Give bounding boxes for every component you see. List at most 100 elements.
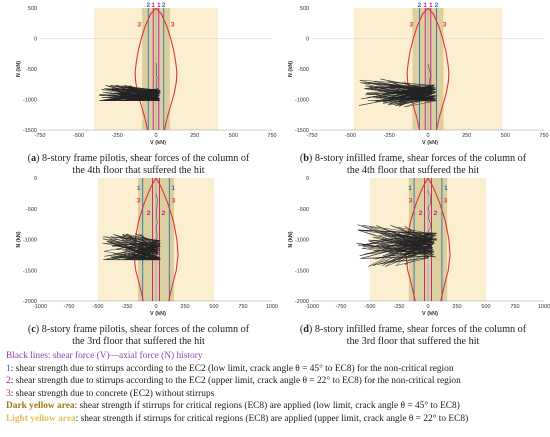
panel-b-curve-label-right: 3: [443, 21, 447, 28]
panel-b-y-tick-label: -500: [298, 67, 309, 73]
panel-a-curve-label-left: 3: [138, 21, 142, 28]
panel-c-x-tick-label: 1000: [266, 304, 278, 310]
panel-a-x-tick-label: 750: [267, 133, 276, 139]
panel-c-x-tick-label: -500: [92, 304, 103, 310]
panel-c-concrete-strength-curve-left: [133, 177, 157, 302]
panel-d-curve-label-right: 3: [444, 198, 448, 205]
panel-a-y-tick-label: 500: [28, 6, 37, 12]
panel-d-x-tick-label: -1000: [305, 304, 319, 310]
panel-b-x-tick-label: -500: [345, 133, 356, 139]
panel-a-strength-label-2: 2: [162, 2, 166, 9]
panel-c-x-tick-label: -750: [63, 304, 74, 310]
panel-b-x-axis-label: V (kN): [422, 140, 438, 146]
panel-c-strength-label-1: 1: [137, 185, 141, 192]
panel-a-y-axis-label: N (kN): [16, 61, 22, 77]
panel-c-x-tick-label: 0: [154, 304, 157, 310]
panel-a-y-tick-label: 0: [34, 37, 37, 43]
panel-c-x-tick-label: -250: [121, 304, 132, 310]
legend-line-3: 3: shear strength due to concrete (EC2) …: [6, 388, 215, 399]
panel-c-strength-label-2: 2: [147, 210, 151, 217]
caption-d: (d) 8-story infilled frame, shear forces…: [299, 324, 527, 347]
panel-d-y-tick-label: -1500: [295, 268, 309, 274]
panel-a-x-tick-label: -750: [34, 133, 45, 139]
panel-d-x-tick-label: 0: [426, 304, 429, 310]
panel-a-strength-label-2: 2: [146, 2, 150, 9]
panel-d-x-tick-label: -250: [393, 304, 404, 310]
panel-c-x-tick-label: 500: [209, 304, 218, 310]
panel-d-x-tick-label: -750: [335, 304, 346, 310]
legend-line-2: 2: shear strength due to stirrups accord…: [6, 376, 461, 387]
panel-b-x-tick-label: -750: [306, 133, 317, 139]
panel-b-curve-label-left: 3: [410, 21, 414, 28]
panel-d-y-tick-label: -500: [298, 207, 309, 213]
panel-a-concrete-strength-curve-left: [134, 7, 157, 131]
panel-d-x-tick-label: 750: [510, 304, 519, 310]
panel-a-concrete-strength-curve-right: [155, 7, 178, 131]
panel-b-strength-label-2: 2: [435, 2, 439, 9]
panel-c-x-tick-label: -1000: [33, 304, 47, 310]
panel-a-curve-label-right: 3: [171, 21, 175, 28]
legend-dark-area: Dark yellow area: shear strength if stir…: [6, 401, 460, 412]
panel-d-strength-label-2: 2: [419, 210, 423, 217]
panel-a-x-axis-label: V (kN): [150, 140, 166, 146]
panel-b-y-tick-label: 0: [306, 37, 309, 43]
panel-b-x-tick-label: -250: [384, 133, 395, 139]
caption-b: (b) 8-story infilled frame, shear forces…: [299, 153, 527, 176]
panel-d-x-tick-label: -500: [364, 304, 375, 310]
panel-a-x-tick-label: 0: [154, 133, 157, 139]
panel-b-vn-history: [358, 63, 438, 108]
panel-b-y-tick-label: 500: [300, 6, 309, 12]
legend-light-area: Light yellow area: shear strength if sti…: [6, 413, 469, 424]
panel-c-curve-label-right: 3: [172, 198, 176, 205]
panel-c-strength-label-1: 1: [172, 185, 176, 192]
panel-c-y-tick-label: -1500: [23, 268, 37, 274]
panel-a-y-tick-label: -500: [26, 67, 37, 73]
panel-d-strength-label-1: 1: [444, 185, 448, 192]
panel-b-concrete-strength-curve-left: [406, 7, 429, 131]
legend-line-1: 1: shear strength due to stirrups accord…: [6, 363, 454, 374]
panel-c-y-tick-label: -2000: [23, 299, 37, 305]
panel-a-x-tick-label: 500: [229, 133, 238, 139]
panel-a-vn-history: [98, 62, 161, 101]
panel-d-curve-label-left: 3: [409, 198, 413, 205]
panel-d-y-tick-label: -1000: [295, 238, 309, 244]
panel-a-strength-label-1: 1: [151, 2, 155, 9]
panel-b-x-tick-label: 0: [426, 133, 429, 139]
panel-a-strength-label-1: 1: [157, 2, 161, 9]
panel-a-x-tick-label: -250: [112, 133, 123, 139]
panel-d-x-tick-label: 1000: [538, 304, 550, 310]
panel-c-x-tick-label: 250: [180, 304, 189, 310]
panel-b-y-axis-label: N (kN): [288, 61, 294, 77]
panel-b-strength-label-1: 1: [423, 2, 427, 9]
panel-c-x-tick-label: 750: [238, 304, 247, 310]
panel-d-y-tick-label: -2000: [295, 299, 309, 305]
panel-d-strength-label-2: 2: [434, 210, 438, 217]
panel-c-strength-label-2: 2: [162, 210, 166, 217]
panel-a-y-tick-label: -1000: [23, 98, 37, 104]
legend-black-lines: Black lines: shear force (V)—axial force…: [6, 351, 203, 361]
panel-d-strength-label-1: 1: [408, 185, 412, 192]
panel-d-x-tick-label: 500: [481, 304, 490, 310]
panel-b-strength-label-1: 1: [429, 2, 433, 9]
panel-a-y-tick-label: -1500: [23, 128, 37, 134]
panel-b-x-tick-label: 500: [501, 133, 510, 139]
panel-b-y-tick-label: -1500: [295, 128, 309, 134]
panel-d-x-axis-label: V (kN): [422, 311, 438, 317]
panel-d-x-tick-label: 250: [452, 304, 461, 310]
panel-a-x-tick-label: -500: [73, 133, 84, 139]
panel-c-y-tick-label: 0: [34, 176, 37, 182]
panel-d-y-tick-label: 0: [306, 176, 309, 182]
panel-a-x-tick-label: 250: [190, 133, 199, 139]
caption-c: (c) 8-story frame pilotis, shear forces …: [27, 324, 250, 347]
panel-c-x-axis-label: V (kN): [150, 311, 166, 317]
panel-c-y-axis-label: N (kN): [16, 231, 22, 247]
panel-c-y-tick-label: -500: [26, 207, 37, 213]
figure-legend: Black lines: shear force (V)—axial force…: [6, 350, 550, 426]
panel-b-y-tick-label: -1000: [295, 98, 309, 104]
panel-b-x-tick-label: 750: [539, 133, 548, 139]
panel-b-concrete-strength-curve-right: [427, 7, 450, 131]
panel-d-vn-history: [356, 190, 438, 267]
caption-a: (a) 8-story frame pilotis, shear forces …: [27, 153, 250, 176]
panel-b-strength-label-2: 2: [418, 2, 422, 9]
